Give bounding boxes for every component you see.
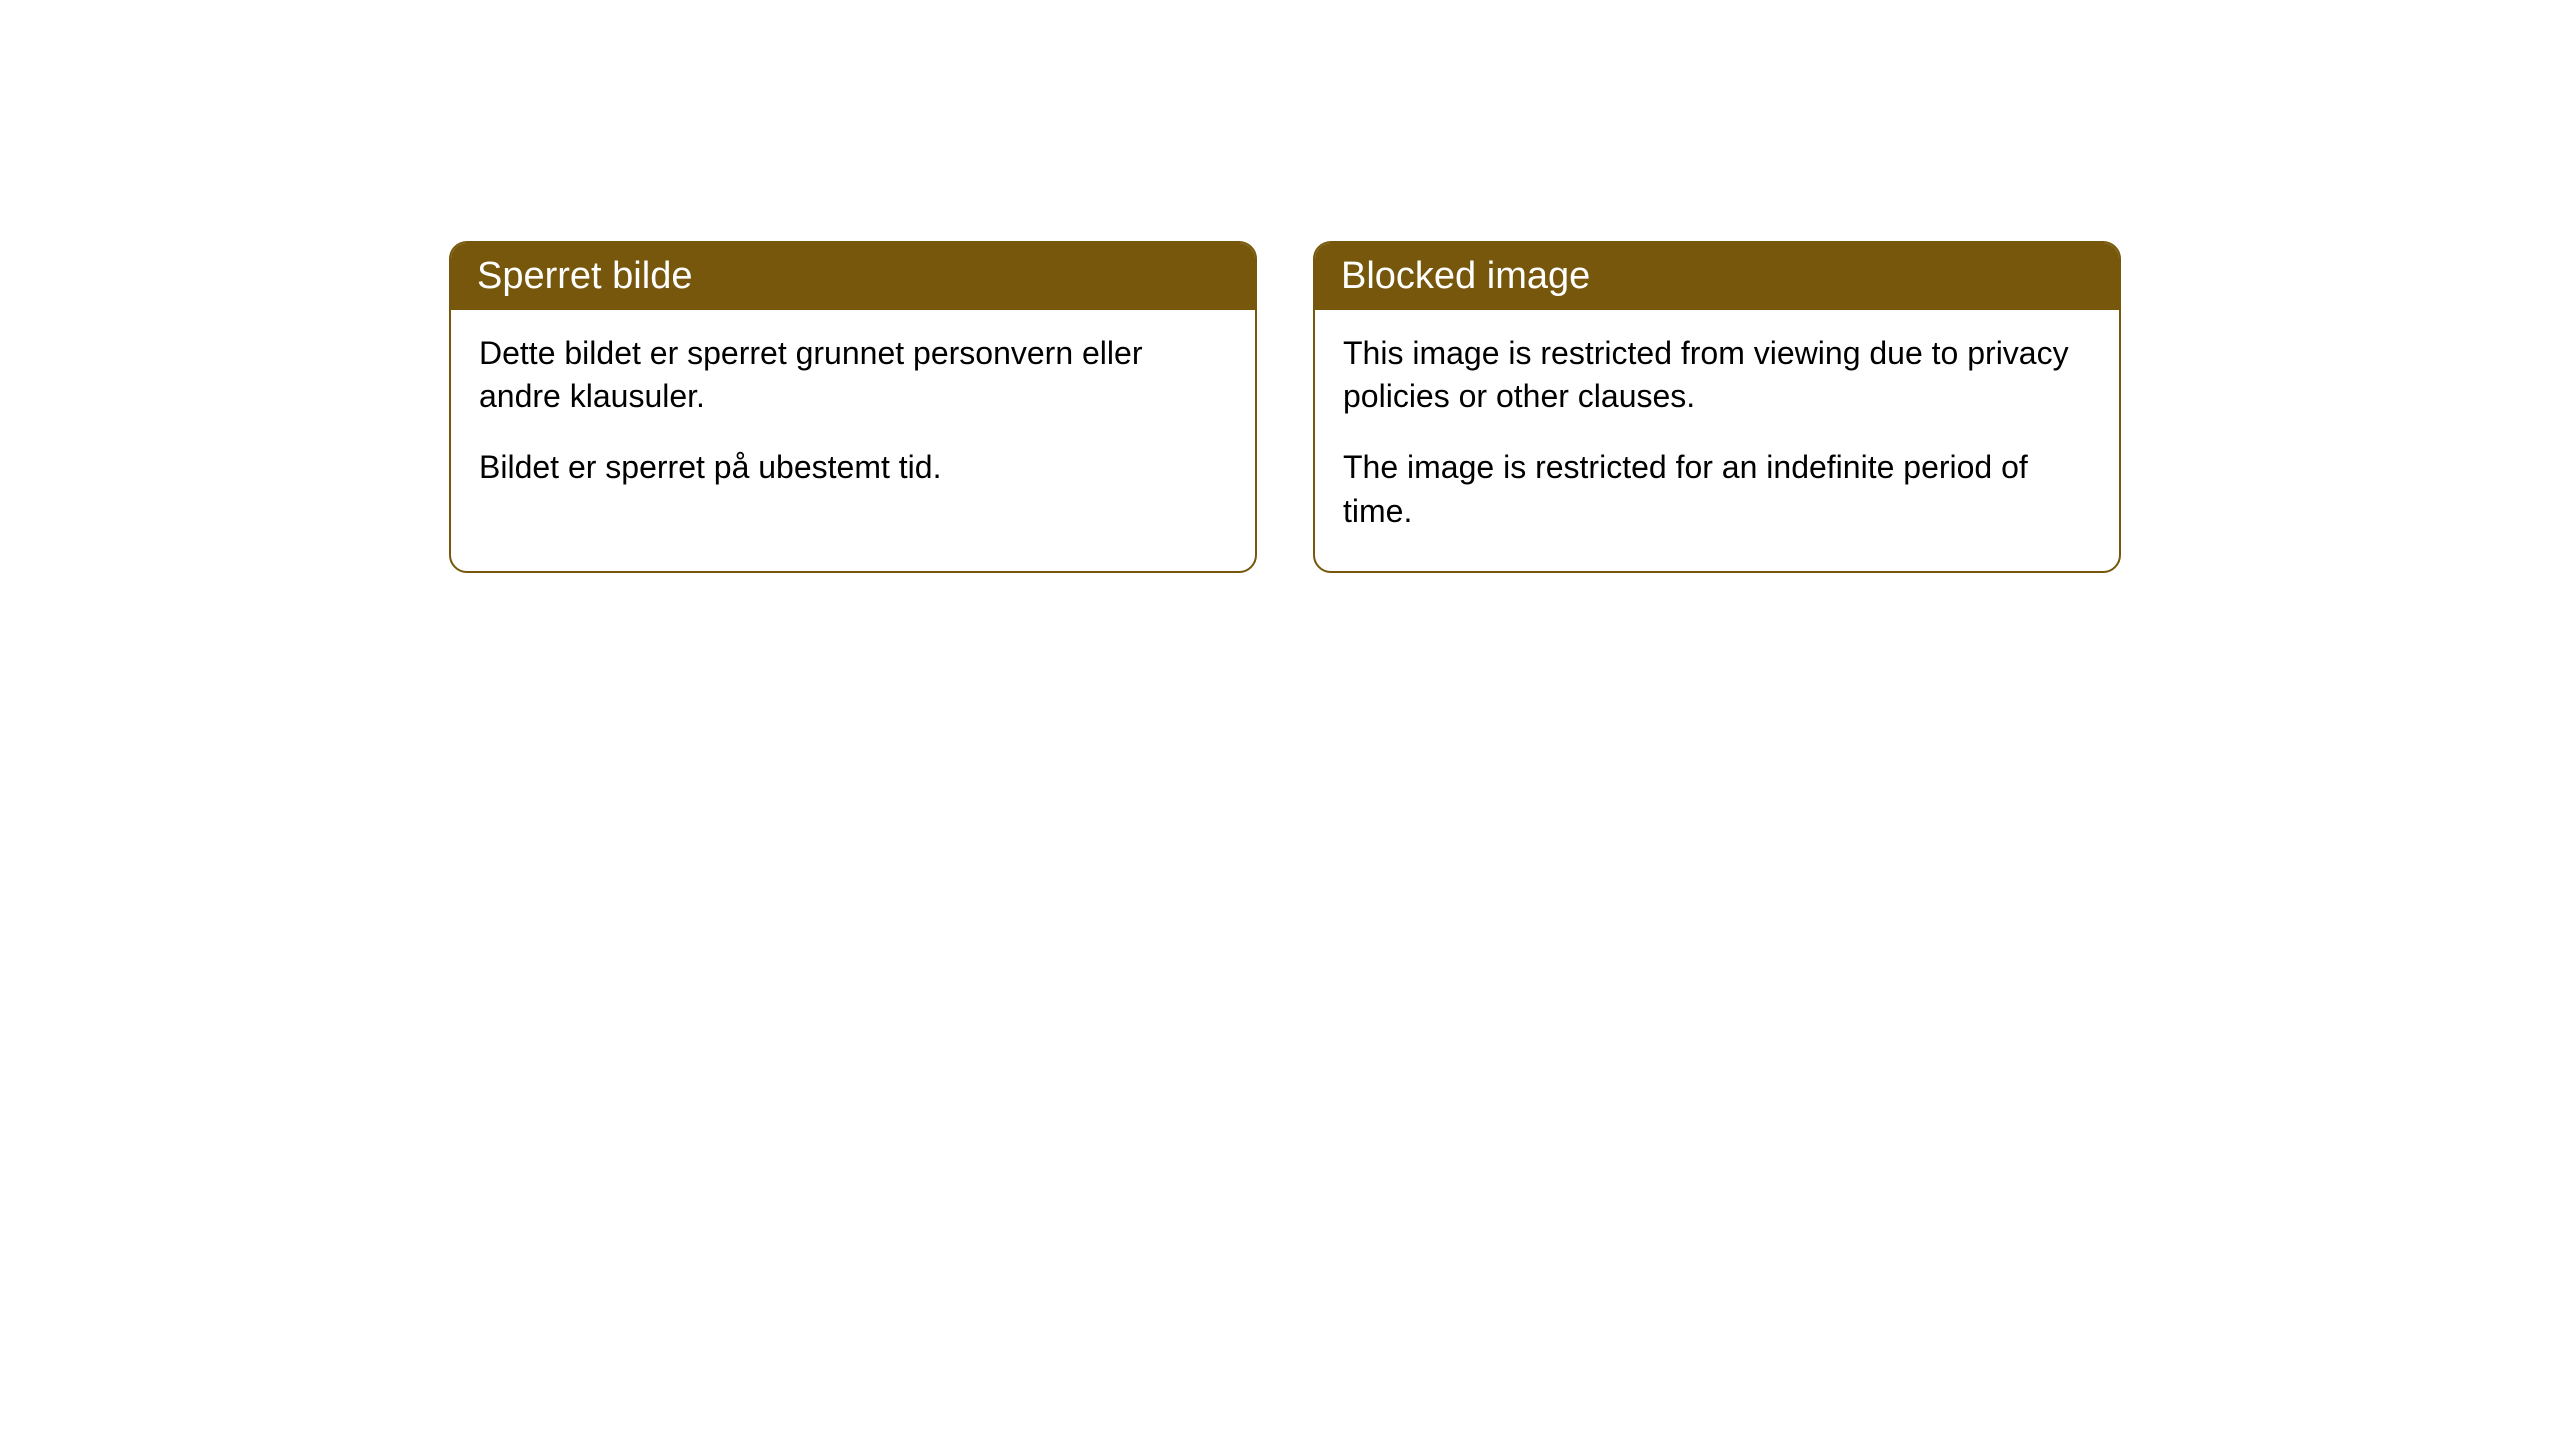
card-paragraph: Bildet er sperret på ubestemt tid. (479, 446, 1227, 489)
card-header: Sperret bilde (451, 243, 1255, 310)
cards-container: Sperret bilde Dette bildet er sperret gr… (0, 0, 2560, 573)
card-paragraph: Dette bildet er sperret grunnet personve… (479, 332, 1227, 418)
card-body: This image is restricted from viewing du… (1315, 310, 2119, 571)
card-header: Blocked image (1315, 243, 2119, 310)
blocked-image-card-en: Blocked image This image is restricted f… (1313, 241, 2121, 573)
card-paragraph: The image is restricted for an indefinit… (1343, 446, 2091, 532)
card-body: Dette bildet er sperret grunnet personve… (451, 310, 1255, 528)
blocked-image-card-no: Sperret bilde Dette bildet er sperret gr… (449, 241, 1257, 573)
card-paragraph: This image is restricted from viewing du… (1343, 332, 2091, 418)
